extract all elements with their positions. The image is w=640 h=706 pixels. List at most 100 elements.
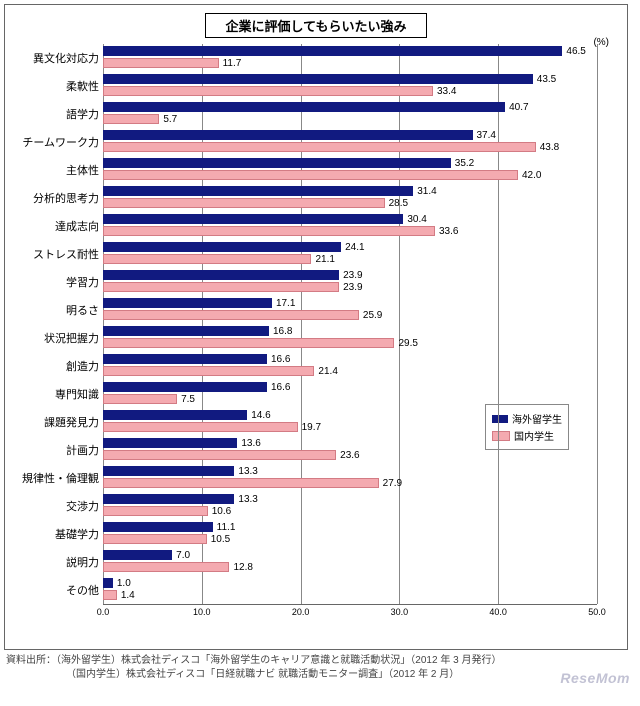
category-label: ストレス耐性 bbox=[13, 246, 99, 262]
value-label-series1: 46.5 bbox=[566, 46, 585, 57]
bar-group: 規律性・倫理観13.327.9 bbox=[103, 464, 597, 492]
value-label-series2: 11.7 bbox=[223, 58, 242, 69]
x-tick-label: 30.0 bbox=[391, 607, 409, 617]
bar-series2 bbox=[103, 114, 159, 124]
bar-series2 bbox=[103, 310, 359, 320]
bar-series2 bbox=[103, 534, 207, 544]
bar-group: 分析的思考力31.428.5 bbox=[103, 184, 597, 212]
bar-group: 交渉力13.310.6 bbox=[103, 492, 597, 520]
bar-series1 bbox=[103, 298, 272, 308]
bar-group: 柔軟性43.533.4 bbox=[103, 72, 597, 100]
x-axis: 0.010.020.030.040.050.0 bbox=[103, 605, 597, 619]
bar-series1 bbox=[103, 494, 234, 504]
bar-series2 bbox=[103, 226, 435, 236]
footer-source: 資料出所：（海外留学生）株式会社ディスコ「海外留学生のキャリア意識と就職活動状況… bbox=[6, 654, 634, 682]
value-label-series2: 23.6 bbox=[340, 450, 359, 461]
category-label: その他 bbox=[13, 582, 99, 598]
footer-line2: （国内学生）株式会社ディスコ「日経就職ナビ 就職活動モニター調査」（2012 年… bbox=[66, 668, 634, 682]
bar-series1 bbox=[103, 242, 341, 252]
bar-series1 bbox=[103, 354, 267, 364]
category-label: 柔軟性 bbox=[13, 78, 99, 94]
category-label: 語学力 bbox=[13, 106, 99, 122]
bar-group: ストレス耐性24.121.1 bbox=[103, 240, 597, 268]
bar-series1 bbox=[103, 74, 533, 84]
bar-series1 bbox=[103, 130, 473, 140]
bar-series2 bbox=[103, 142, 536, 152]
value-label-series2: 12.8 bbox=[233, 562, 252, 573]
value-label-series1: 13.6 bbox=[241, 438, 260, 449]
x-tick-label: 10.0 bbox=[193, 607, 211, 617]
value-label-series2: 27.9 bbox=[383, 478, 402, 489]
bar-series1 bbox=[103, 326, 269, 336]
value-label-series2: 33.6 bbox=[439, 226, 458, 237]
bar-series2 bbox=[103, 394, 177, 404]
value-label-series1: 17.1 bbox=[276, 298, 295, 309]
chart-container: 企業に評価してもらいたい強み (%) 海外留学生 国内学生 異文化対応力46.5… bbox=[4, 4, 628, 650]
bar-group: 明るさ17.125.9 bbox=[103, 296, 597, 324]
bar-series2 bbox=[103, 86, 433, 96]
value-label-series1: 24.1 bbox=[345, 242, 364, 253]
bar-series1 bbox=[103, 522, 213, 532]
bar-series1 bbox=[103, 410, 247, 420]
value-label-series1: 31.4 bbox=[417, 186, 436, 197]
category-label: 分析的思考力 bbox=[13, 190, 99, 206]
category-label: チームワーク力 bbox=[13, 134, 99, 150]
bar-series2 bbox=[103, 450, 336, 460]
value-label-series1: 16.6 bbox=[271, 354, 290, 365]
value-label-series1: 7.0 bbox=[176, 550, 190, 561]
bar-group: チームワーク力37.443.8 bbox=[103, 128, 597, 156]
value-label-series1: 1.0 bbox=[117, 578, 131, 589]
value-label-series1: 13.3 bbox=[238, 466, 257, 477]
value-label-series1: 37.4 bbox=[477, 130, 496, 141]
bar-series1 bbox=[103, 46, 562, 56]
category-label: 専門知識 bbox=[13, 386, 99, 402]
bar-series1 bbox=[103, 158, 451, 168]
bar-group: 異文化対応力46.511.7 bbox=[103, 44, 597, 72]
value-label-series1: 14.6 bbox=[251, 410, 270, 421]
plot-area: 海外留学生 国内学生 異文化対応力46.511.7柔軟性43.533.4語学力4… bbox=[103, 44, 597, 605]
bar-series2 bbox=[103, 198, 385, 208]
value-label-series2: 10.5 bbox=[211, 534, 230, 545]
value-label-series2: 21.1 bbox=[315, 254, 334, 265]
value-label-series2: 43.8 bbox=[540, 142, 559, 153]
bar-group: 主体性35.242.0 bbox=[103, 156, 597, 184]
value-label-series2: 25.9 bbox=[363, 310, 382, 321]
x-tick-label: 50.0 bbox=[588, 607, 606, 617]
value-label-series1: 43.5 bbox=[537, 74, 556, 85]
value-label-series2: 23.9 bbox=[343, 282, 362, 293]
value-label-series2: 42.0 bbox=[522, 170, 541, 181]
bar-group: 課題発見力14.619.7 bbox=[103, 408, 597, 436]
bar-series1 bbox=[103, 186, 413, 196]
category-label: 基礎学力 bbox=[13, 526, 99, 542]
bar-series1 bbox=[103, 438, 237, 448]
bar-group: 達成志向30.433.6 bbox=[103, 212, 597, 240]
value-label-series1: 30.4 bbox=[407, 214, 426, 225]
value-label-series1: 16.8 bbox=[273, 326, 292, 337]
value-label-series1: 23.9 bbox=[343, 270, 362, 281]
watermark: ReseMom bbox=[560, 670, 630, 686]
bar-series2 bbox=[103, 506, 208, 516]
value-label-series2: 29.5 bbox=[398, 338, 417, 349]
value-label-series2: 21.4 bbox=[318, 366, 337, 377]
category-label: 異文化対応力 bbox=[13, 50, 99, 66]
bar-series2 bbox=[103, 282, 339, 292]
bar-group: 説明力7.012.8 bbox=[103, 548, 597, 576]
category-label: 説明力 bbox=[13, 554, 99, 570]
bar-group: その他1.01.4 bbox=[103, 576, 597, 604]
bar-series2 bbox=[103, 478, 379, 488]
bar-series2 bbox=[103, 254, 311, 264]
bar-series2 bbox=[103, 58, 219, 68]
bar-group: 計画力13.623.6 bbox=[103, 436, 597, 464]
bar-series2 bbox=[103, 562, 229, 572]
category-label: 達成志向 bbox=[13, 218, 99, 234]
x-tick-label: 0.0 bbox=[97, 607, 110, 617]
value-label-series2: 10.6 bbox=[212, 506, 231, 517]
bar-series2 bbox=[103, 590, 117, 600]
value-label-series2: 33.4 bbox=[437, 86, 456, 97]
category-label: 主体性 bbox=[13, 162, 99, 178]
bar-series1 bbox=[103, 270, 339, 280]
bar-series2 bbox=[103, 366, 314, 376]
category-label: 交渉力 bbox=[13, 498, 99, 514]
bar-series2 bbox=[103, 170, 518, 180]
bar-series2 bbox=[103, 422, 298, 432]
